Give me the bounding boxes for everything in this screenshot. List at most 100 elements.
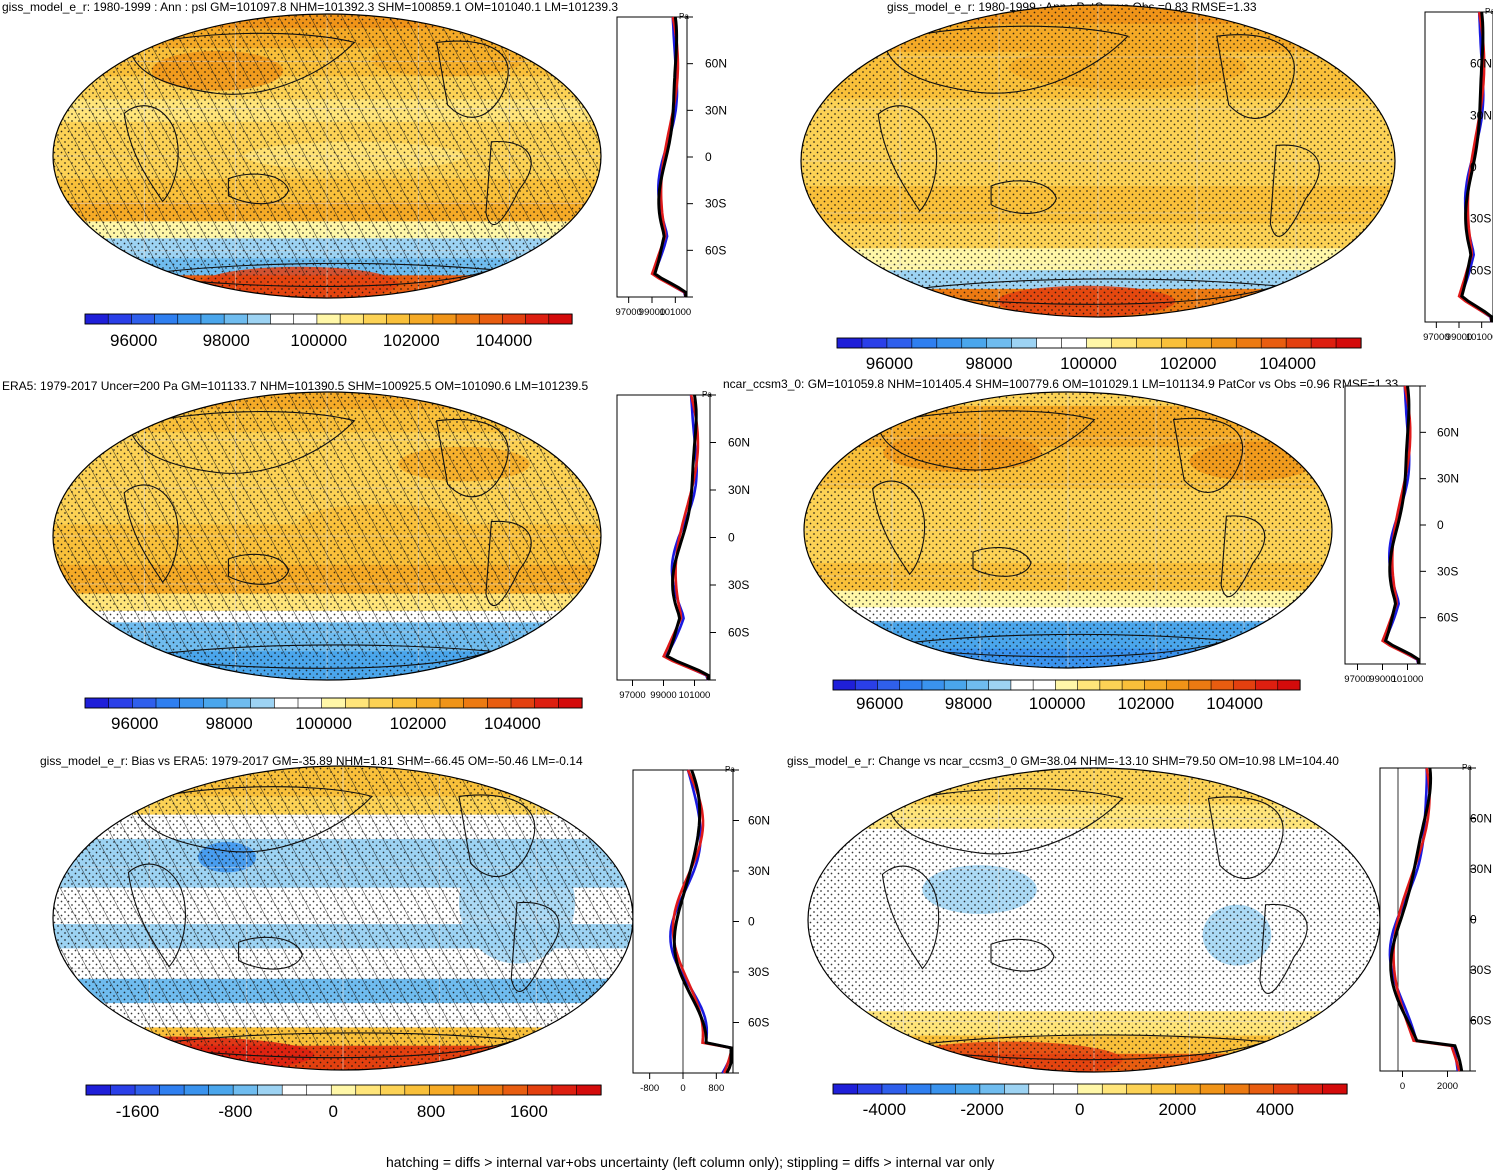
colorbar-swatch xyxy=(1032,679,1056,691)
colorbar-swatch xyxy=(979,1083,1005,1095)
coastline xyxy=(435,40,509,118)
colorbar-swatch xyxy=(1175,1083,1201,1095)
colorbar-label: 0 xyxy=(1075,1100,1084,1119)
colorbar-swatch xyxy=(355,1084,381,1096)
colorbar-swatch xyxy=(986,337,1013,349)
profile-unit: Pa xyxy=(702,390,712,399)
colorbar-swatch xyxy=(1010,679,1034,691)
colorbar-swatch xyxy=(1310,337,1337,349)
colorbar-swatch xyxy=(527,1084,553,1096)
colorbar-label: 102000 xyxy=(383,331,440,350)
latitude-label: 60N xyxy=(1470,812,1492,826)
profile-line-black xyxy=(672,769,733,1074)
coastline xyxy=(510,901,560,992)
colorbar-swatch xyxy=(297,697,323,709)
colorbar-label: 102000 xyxy=(1118,694,1175,713)
colorbar-swatch xyxy=(911,337,938,349)
coastline xyxy=(1269,144,1320,237)
panel-3: ERA5: 1979-2017 Uncer=200 Pa GM=101133.7… xyxy=(2,379,750,733)
coastline xyxy=(123,484,179,583)
colorbar-swatch xyxy=(159,1084,185,1096)
colorbar-swatch xyxy=(936,337,963,349)
map-panel-6 xyxy=(807,767,1381,1073)
colorbar-swatch xyxy=(274,697,299,709)
colorbar-label: -800 xyxy=(218,1102,252,1121)
coastline xyxy=(990,180,1057,214)
colorbar-swatch xyxy=(861,337,888,349)
colorbar-swatch xyxy=(1224,1083,1250,1095)
profile-tick-label: 0 xyxy=(1400,1081,1405,1092)
map-outline xyxy=(800,4,1396,318)
profile-tick-label: 101000 xyxy=(679,690,711,701)
profile-tick-label: 101000 xyxy=(1392,674,1424,685)
colorbar-swatch xyxy=(110,1084,136,1096)
panel-title: ncar_ccsm3_0: GM=101059.8 NHM=101405.4 S… xyxy=(723,377,1399,391)
profile-tick-label: 2000 xyxy=(1437,1081,1458,1092)
coastline xyxy=(123,105,179,203)
colorbar-swatch xyxy=(502,313,527,325)
latitude-label: 60N xyxy=(728,436,750,450)
coastline xyxy=(127,863,186,968)
colorbar-swatch xyxy=(131,313,156,325)
colorbar-label: 96000 xyxy=(866,354,913,373)
colorbar-swatch xyxy=(455,313,480,325)
colorbar-swatch xyxy=(1297,1083,1324,1095)
colorbar-swatch xyxy=(1077,1083,1103,1095)
colorbar-swatch xyxy=(836,337,863,349)
profile-tick-label: 0 xyxy=(680,1083,685,1094)
panel-title: ERA5: 1979-2017 Uncer=200 Pa GM=101133.7… xyxy=(2,379,589,393)
latitude-label: 0 xyxy=(1470,913,1477,927)
profile-unit: Pa xyxy=(679,12,689,21)
colorbar-label: 100000 xyxy=(1060,354,1117,373)
colorbar-swatch xyxy=(1111,337,1138,349)
latitude-label: 30S xyxy=(1470,963,1491,977)
colorbar-swatch xyxy=(223,313,248,325)
coastline xyxy=(1220,515,1266,598)
latitude-label: 60S xyxy=(1470,1014,1491,1028)
profile-tick-label: 99000 xyxy=(639,307,665,318)
latitude-label: 30S xyxy=(705,197,726,211)
stippling-overlay xyxy=(801,5,1395,317)
colorbar-swatch xyxy=(339,313,364,325)
colorbar-swatch xyxy=(232,1084,259,1096)
colorbar-swatch xyxy=(548,313,573,325)
latitude-label: 0 xyxy=(728,531,735,545)
colorbar-swatch xyxy=(1199,1083,1226,1095)
stippling-overlay xyxy=(808,768,1380,1072)
colorbar-swatch xyxy=(345,697,370,709)
colorbar-label: 98000 xyxy=(965,354,1012,373)
colorbar-swatch xyxy=(955,1083,981,1095)
coastline xyxy=(883,25,1129,94)
colorbar-swatch xyxy=(832,1083,859,1095)
latitude-label: 30S xyxy=(1437,564,1458,578)
profile-panel-5: Pa xyxy=(632,765,739,1074)
map-outline xyxy=(52,13,602,299)
profile-panel-6: Pa xyxy=(1379,763,1476,1072)
latitude-label: 0 xyxy=(705,150,712,164)
profile-tick-label: 97000 xyxy=(1423,332,1449,343)
profile-tick-label: 99000 xyxy=(650,690,676,701)
colorbar-swatch xyxy=(270,313,295,325)
colorbar-swatch xyxy=(409,313,434,325)
latitude-label: 60S xyxy=(728,626,749,640)
colorbar-label: 100000 xyxy=(290,331,347,350)
colorbar-swatch xyxy=(551,1084,578,1096)
colorbar-swatch xyxy=(1011,337,1038,349)
coastline xyxy=(872,480,926,576)
latitude-label: 0 xyxy=(1470,160,1477,174)
colorbar-swatch xyxy=(906,1083,932,1095)
profile-unit: Pa xyxy=(1485,7,1493,16)
profile-tick-label: 97000 xyxy=(615,307,641,318)
colorbar-swatch xyxy=(368,697,394,709)
map-outline xyxy=(52,391,602,681)
coastline xyxy=(1207,796,1284,880)
colorbar-swatch xyxy=(857,1083,883,1095)
colorbar-swatch xyxy=(1099,679,1123,691)
colorbar-swatch xyxy=(487,697,512,709)
colorbar-swatch xyxy=(1055,679,1079,691)
coastline xyxy=(881,865,940,970)
colorbar-swatch xyxy=(316,313,341,325)
latitude-label: 30S xyxy=(1470,212,1491,226)
latitude-label: 30N xyxy=(705,103,727,117)
colorbar-6 xyxy=(832,1083,1348,1095)
